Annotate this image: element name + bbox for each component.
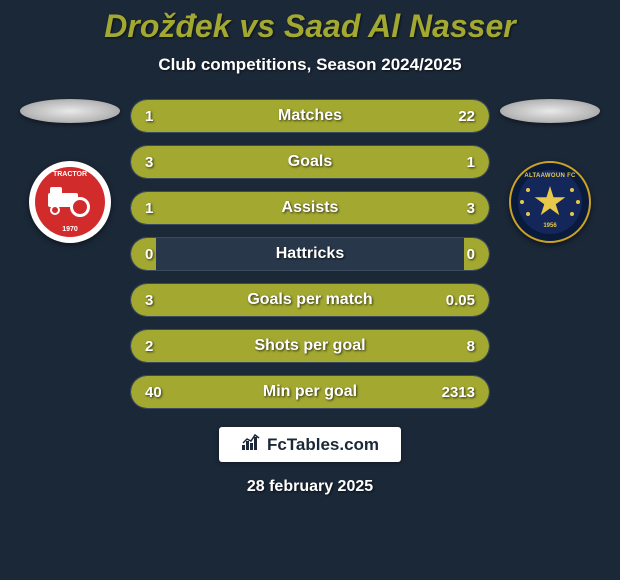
player-silhouette-shadow: [500, 99, 600, 123]
stats-bars: 122Matches 31Goals 13Assists 00Hattricks 30.…: [130, 99, 490, 409]
stat-label: Shots per goal: [131, 330, 489, 362]
stat-row: 402313Min per goal: [130, 375, 490, 409]
altaawoun-fc-icon: ALTAAWOUN FC 1956: [518, 170, 582, 234]
left-club-badge: TRACTOR 1970: [29, 161, 111, 243]
right-player-column: ALTAAWOUN FC 1956: [490, 99, 610, 409]
stat-row: 28Shots per goal: [130, 329, 490, 363]
badge-text-top: TRACTOR: [53, 171, 87, 178]
stat-row: 13Assists: [130, 191, 490, 225]
tractor-icon: [48, 187, 92, 217]
stat-label: Goals: [131, 146, 489, 178]
player-silhouette-shadow: [20, 99, 120, 123]
stat-row: 31Goals: [130, 145, 490, 179]
stat-row: 122Matches: [130, 99, 490, 133]
footer-date: 28 february 2025: [247, 478, 373, 496]
stat-row: 00Hattricks: [130, 237, 490, 271]
fctables-logo-icon: [241, 433, 261, 456]
stat-label: Hattricks: [131, 238, 489, 270]
badge-text-bottom: 1970: [62, 226, 78, 233]
page-subtitle: Club competitions, Season 2024/2025: [0, 55, 620, 75]
stat-row: 30.05Goals per match: [130, 283, 490, 317]
stat-label: Matches: [131, 100, 489, 132]
brand-box: FcTables.com: [219, 427, 401, 462]
brand-text: FcTables.com: [267, 435, 379, 455]
left-player-column: TRACTOR 1970: [10, 99, 130, 409]
stat-label: Min per goal: [131, 376, 489, 408]
badge-text-bottom: 1956: [543, 223, 556, 229]
right-club-badge: ALTAAWOUN FC 1956: [509, 161, 591, 243]
footer: FcTables.com 28 february 2025: [0, 427, 620, 496]
comparison-panel: TRACTOR 1970 122Matches 31Goals 13Assists 0…: [0, 99, 620, 409]
stat-label: Assists: [131, 192, 489, 224]
tractor-club-icon: TRACTOR 1970: [35, 167, 105, 237]
page-title: Drožđek vs Saad Al Nasser: [0, 0, 620, 45]
stat-label: Goals per match: [131, 284, 489, 316]
